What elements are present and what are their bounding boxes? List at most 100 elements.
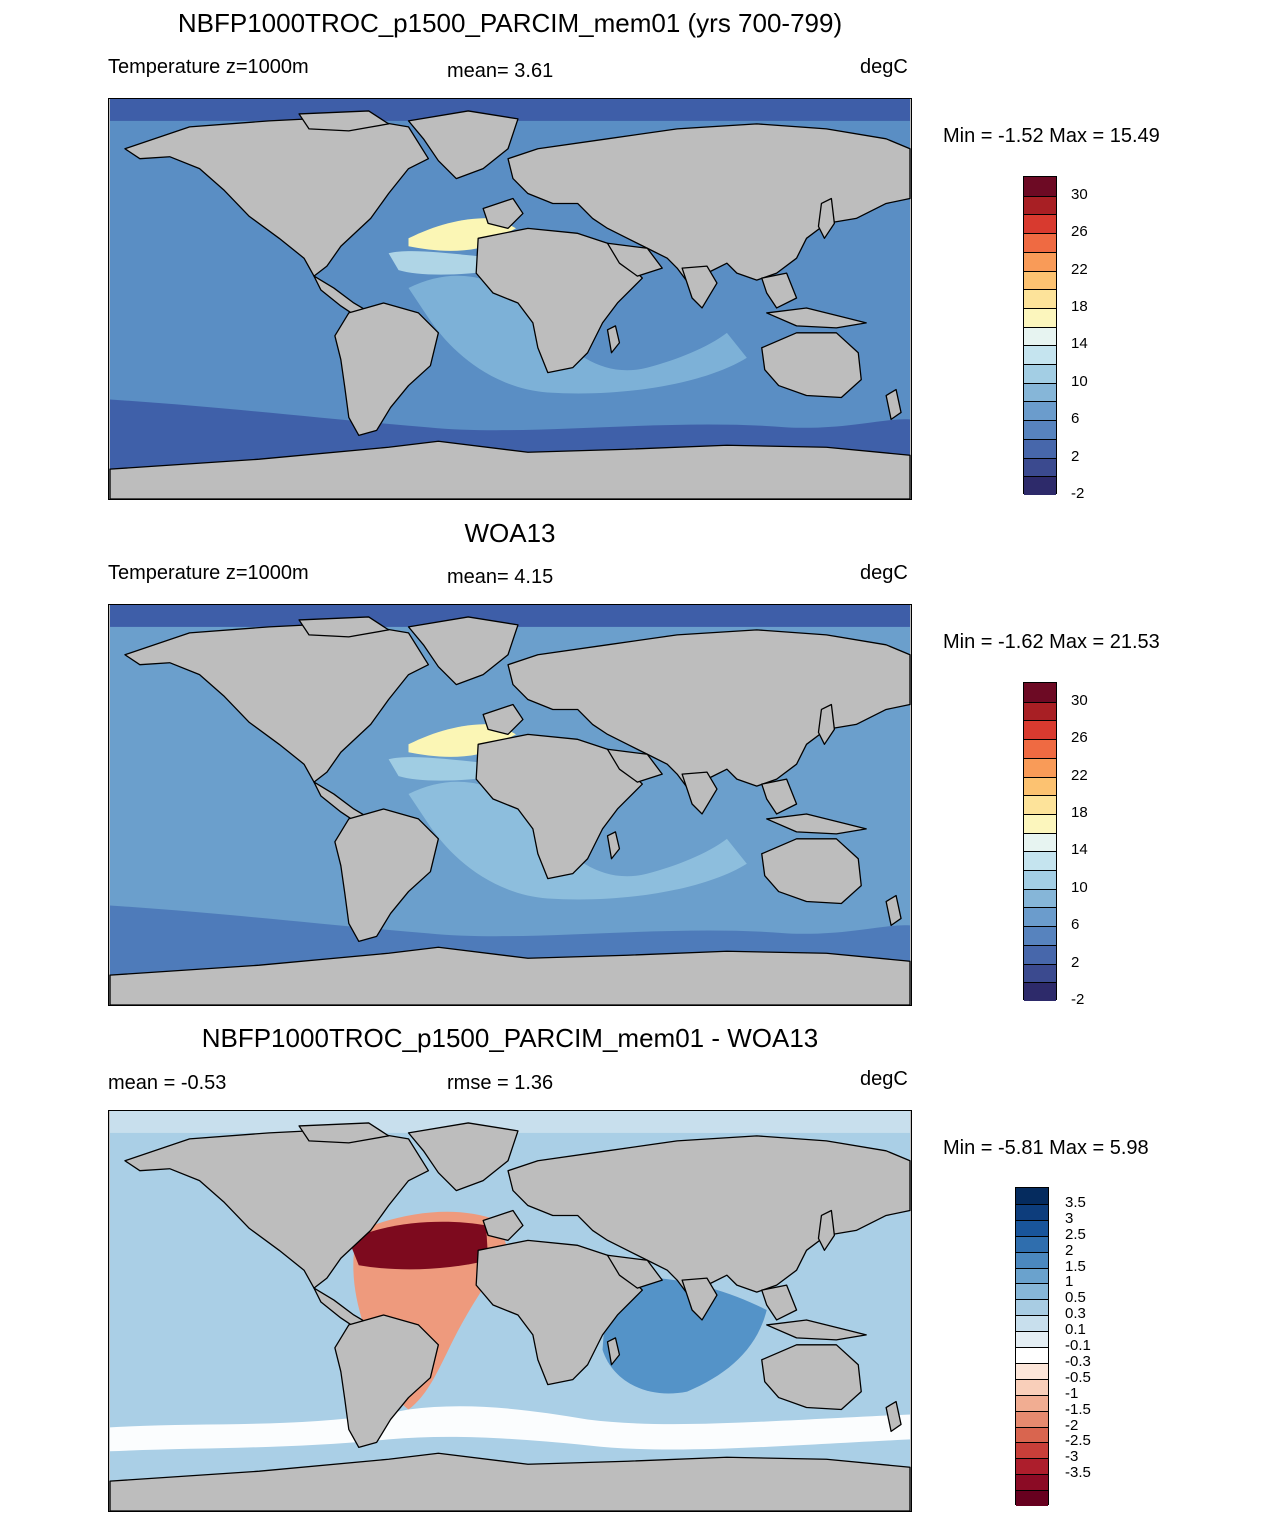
- north-atlantic-warm-tongue: [388, 251, 499, 275]
- colorbar-box: [1024, 233, 1056, 253]
- colorbar-box: [1024, 214, 1056, 234]
- land-eurasia: [507, 1135, 911, 1301]
- panel1-map-svg: [109, 99, 911, 499]
- colorbar-box: [1016, 1315, 1048, 1332]
- colorbar-tick-label: 3.5: [1065, 1193, 1086, 1211]
- land-indonesia: [766, 307, 867, 329]
- colorbar-tick-label: -2: [1071, 991, 1085, 1008]
- colorbar-box: [1024, 251, 1056, 272]
- land-greenland: [407, 616, 519, 686]
- panel2-variable-label: Temperature z=1000m: [108, 562, 309, 584]
- colorbar-tick-label: 14: [1071, 841, 1088, 859]
- land-eurasia: [507, 123, 911, 289]
- land-australia: [761, 838, 862, 905]
- colorbar-box: [1016, 1490, 1048, 1507]
- panel1-colorbar: [1023, 176, 1057, 496]
- colorbar-box: [1024, 776, 1056, 796]
- colorbar-box: [1024, 345, 1056, 365]
- land-africa: [475, 733, 643, 880]
- land-new-zealand: [885, 894, 902, 927]
- colorbar-box: [1024, 813, 1056, 834]
- colorbar-tick-label: 26: [1071, 223, 1088, 241]
- colorbar-box: [1024, 888, 1056, 908]
- colorbar-box: [1024, 382, 1056, 402]
- colorbar-tick-label: 10: [1071, 372, 1088, 390]
- colorbar-tick-label: 18: [1071, 803, 1088, 821]
- panel2-title: WOA13: [464, 518, 556, 548]
- colorbar-tick-label: -0.3: [1065, 1352, 1091, 1370]
- colorbar-box: [1016, 1299, 1048, 1316]
- panel3-minmax-label: Min = -5.81 Max = 5.98: [943, 1137, 1149, 1159]
- panel1-units-label: degC: [860, 56, 908, 78]
- land-arabia: [606, 748, 663, 783]
- land-new-zealand: [885, 1400, 902, 1433]
- land-india: [681, 1277, 718, 1321]
- colorbar-tick-label: 0.3: [1065, 1305, 1086, 1323]
- colorbar-box: [1016, 1267, 1048, 1284]
- colorbar-box: [1024, 420, 1056, 440]
- colorbar-box: [1016, 1474, 1048, 1491]
- colorbar-box: [1024, 289, 1056, 309]
- land-greenland: [407, 110, 519, 180]
- colorbar-box: [1024, 832, 1056, 852]
- colorbar-tick-label: 1: [1065, 1273, 1074, 1291]
- colorbar-box: [1016, 1426, 1048, 1443]
- colorbar-tick-label: -1: [1065, 1384, 1079, 1402]
- colorbar-box: [1024, 926, 1056, 946]
- mediterranean-outflow-plume: [408, 724, 516, 757]
- land-indonesia: [766, 1319, 867, 1341]
- colorbar-box: [1024, 177, 1056, 197]
- land-india: [681, 771, 718, 815]
- mediterranean-outflow-plume: [408, 218, 516, 251]
- panel3-mean-label: mean = -0.53: [108, 1072, 227, 1094]
- colorbar-box: [1016, 1410, 1048, 1427]
- colorbar-box: [1016, 1442, 1048, 1459]
- land-se-asia: [761, 778, 798, 815]
- colorbar-tick-label: 18: [1071, 297, 1088, 315]
- colorbar-tick-label: 10: [1071, 878, 1088, 896]
- colorbar-box: [1024, 963, 1056, 983]
- atlantic-indian-warm-water: [408, 275, 747, 394]
- colorbar-tick-label: 30: [1071, 691, 1088, 709]
- land-japan: [817, 1209, 836, 1251]
- land-south-america: [334, 1314, 440, 1448]
- colorbar-box: [1016, 1362, 1048, 1380]
- atlantic-indian-warm-water: [408, 781, 747, 900]
- indian-ocean-negative-bias: [602, 1277, 767, 1394]
- land-south-america: [334, 302, 440, 436]
- land-se-asia: [761, 272, 798, 309]
- colorbar-box: [1024, 720, 1056, 740]
- north-atlantic-strong-warm-bias: [348, 1221, 489, 1270]
- colorbar-tick-label: 26: [1071, 729, 1088, 747]
- colorbar-box: [1016, 1394, 1048, 1412]
- land-australia: [761, 332, 862, 399]
- panel1-title: NBFP1000TROC_p1500_PARCIM_mem01 (yrs 700…: [177, 8, 843, 38]
- land-japan: [817, 197, 836, 239]
- land-antarctica: [109, 946, 911, 1005]
- colorbar-tick-label: 22: [1071, 766, 1088, 784]
- colorbar-tick-label: 6: [1071, 410, 1080, 428]
- colorbar-tick-label: -3: [1065, 1448, 1079, 1466]
- colorbar-tick-label: 2: [1071, 953, 1080, 971]
- land-australia: [761, 1344, 862, 1411]
- land-india: [681, 265, 718, 309]
- colorbar-box: [1024, 795, 1056, 815]
- land-arctic-islands: [298, 616, 390, 638]
- panel3-colorbar: [1015, 1187, 1049, 1507]
- colorbar-box: [1024, 851, 1056, 871]
- land-new-zealand: [885, 388, 902, 421]
- land-arabia: [606, 1254, 663, 1289]
- colorbar-box: [1016, 1219, 1048, 1237]
- colorbar-box: [1024, 270, 1056, 290]
- colorbar-box: [1016, 1251, 1048, 1268]
- panel3-map: [108, 1110, 912, 1512]
- land-africa: [475, 1239, 643, 1386]
- land-eurasia: [507, 629, 911, 795]
- colorbar-box: [1016, 1235, 1048, 1253]
- colorbar-box: [1024, 438, 1056, 459]
- panel2-colorbar: [1023, 682, 1057, 1002]
- colorbar-box: [1016, 1331, 1048, 1348]
- colorbar-tick-label: 0.5: [1065, 1289, 1086, 1307]
- colorbar-tick-label: 22: [1071, 260, 1088, 278]
- land-africa: [475, 227, 643, 374]
